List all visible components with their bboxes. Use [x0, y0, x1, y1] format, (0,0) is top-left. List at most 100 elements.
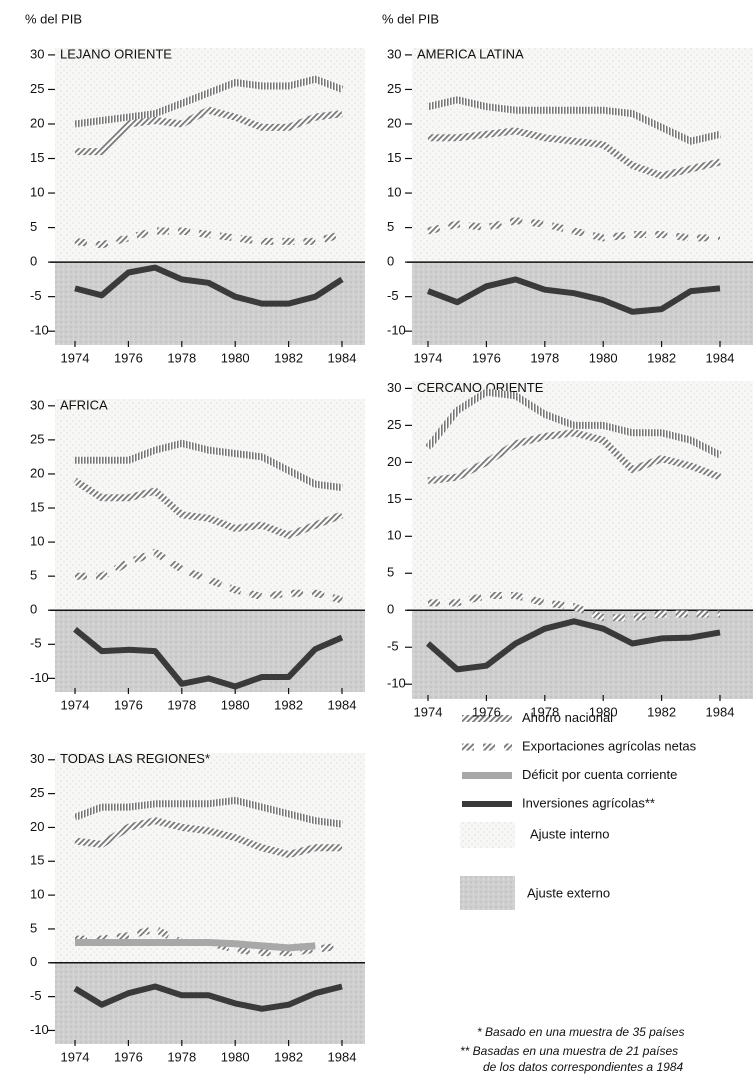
panel-title: LEJANO ORIENTE: [60, 46, 172, 61]
legend: InversionesAhorro nacionalExportaciones …: [460, 681, 697, 1074]
y-tick-label: 30: [30, 397, 44, 412]
internal-adjustment-area: [55, 753, 365, 963]
x-tick-label: 1980: [589, 350, 618, 365]
x-tick-label: 1976: [114, 1049, 143, 1064]
x-tick-label: 1974: [414, 704, 443, 719]
y-tick-label: 25: [30, 81, 44, 96]
y-tick-label: 0: [30, 602, 37, 617]
legend-label: Déficit por cuenta corriente: [522, 767, 677, 782]
y-tick-label: 30: [30, 46, 44, 61]
y-tick-label: -10: [387, 676, 406, 691]
y-tick-label: 5: [387, 565, 394, 580]
series-line: [75, 439, 343, 492]
panel-title: AFRICA: [60, 397, 108, 412]
legend-label: Exportaciones agrícolas netas: [522, 738, 697, 753]
panel-title: AMERICA LATINA: [417, 46, 524, 61]
x-tick-label: 1978: [167, 1049, 196, 1064]
y-tick-label: -10: [30, 323, 49, 338]
internal-adjustment-area: [55, 48, 365, 263]
y-tick-label: 10: [30, 184, 44, 199]
x-tick-label: 1982: [647, 350, 676, 365]
series-line: [428, 127, 721, 180]
series-line: [427, 217, 720, 242]
y-tick-label: 0: [30, 254, 37, 269]
x-tick-label: 1978: [530, 704, 559, 719]
y-tick-label: 25: [387, 417, 401, 432]
series-line: [426, 276, 721, 315]
x-tick-label: 1974: [61, 1049, 90, 1064]
x-tick-label: 1982: [647, 704, 676, 719]
y-tick-label: 15: [387, 491, 401, 506]
y-tick-label: 20: [30, 115, 44, 130]
y-tick-label: 20: [387, 115, 401, 130]
y-tick-label: 20: [30, 819, 44, 834]
series-line: [427, 96, 721, 145]
footnote: ** Basadas en una muestra de 21 países: [460, 1044, 678, 1058]
y-tick-label: -5: [387, 639, 399, 654]
panel-title: CERCANO ORIENTE: [417, 380, 544, 395]
series-line: [74, 75, 344, 128]
footnote: * Basado en una muestra de 35 países: [477, 1025, 684, 1039]
x-tick-label: 1976: [472, 350, 501, 365]
series-line: [75, 106, 343, 156]
y-tick-label: 30: [387, 380, 401, 395]
y-tick-label: 15: [387, 150, 401, 165]
x-tick-label: 1984: [328, 697, 357, 712]
y-tick-label: 10: [387, 528, 401, 543]
internal-adjustment-area: [412, 48, 753, 263]
series-line: [73, 983, 343, 1012]
y-tick-label: 30: [387, 46, 401, 61]
series-line: [74, 817, 342, 858]
x-tick-label: 1978: [167, 697, 196, 712]
y-tick-label: -10: [387, 323, 406, 338]
y-tick-label: 25: [30, 785, 44, 800]
y-tick-label: -5: [30, 288, 42, 303]
y-tick-label: 5: [30, 920, 37, 935]
series-line: [426, 618, 721, 673]
y-tick-label: 5: [30, 568, 37, 583]
legend-label: Ahorro nacional: [522, 710, 613, 725]
y-tick-label: 25: [30, 431, 44, 446]
y-tick-label: 20: [30, 465, 44, 480]
y-tick-label: -5: [30, 636, 42, 651]
x-tick-label: 1984: [328, 1049, 357, 1064]
legend-label: Ajuste interno: [530, 826, 610, 841]
y-tick-label: 0: [387, 254, 394, 269]
panel-title: TODAS LAS REGIONES*: [60, 751, 210, 766]
x-tick-label: 1974: [414, 350, 443, 365]
x-tick-label: 1974: [61, 350, 90, 365]
x-tick-label: 1976: [114, 697, 143, 712]
y-tick-label: 20: [387, 454, 401, 469]
x-tick-label: 1982: [274, 350, 303, 365]
y-tick-label: -10: [30, 670, 49, 685]
internal-adjustment-area: [412, 381, 753, 611]
series-line: [73, 796, 343, 828]
x-tick-label: 1980: [221, 350, 250, 365]
footnote: de los datos correspondientes a 1984: [483, 1060, 683, 1074]
x-tick-label: 1978: [167, 350, 196, 365]
x-tick-label: 1978: [530, 350, 559, 365]
y-tick-label: 15: [30, 150, 44, 165]
legend-swatch: [460, 822, 515, 848]
y-tick-label: -10: [30, 1022, 49, 1037]
x-tick-label: 1976: [472, 704, 501, 719]
x-tick-label: 1982: [274, 1049, 303, 1064]
y-tick-label: 15: [30, 499, 44, 514]
legend-label: Inversiones agrícolas**: [522, 795, 655, 810]
x-tick-label: 1980: [589, 704, 618, 719]
series-line: [73, 626, 344, 690]
series-line: [75, 939, 316, 952]
x-tick-label: 1984: [328, 350, 357, 365]
y-tick-label: 15: [30, 853, 44, 868]
y-tick-label: 25: [387, 81, 401, 96]
y-tick-label: 0: [387, 602, 394, 617]
x-tick-label: 1980: [221, 1049, 250, 1064]
y-tick-label: 30: [30, 751, 44, 766]
x-tick-label: 1982: [274, 697, 303, 712]
y-tick-label: 5: [30, 219, 37, 234]
y-tick-label: 10: [30, 534, 44, 549]
series-line: [74, 227, 343, 249]
y-axis-label: % del PIB: [25, 11, 82, 26]
y-tick-label: -5: [30, 988, 42, 1003]
